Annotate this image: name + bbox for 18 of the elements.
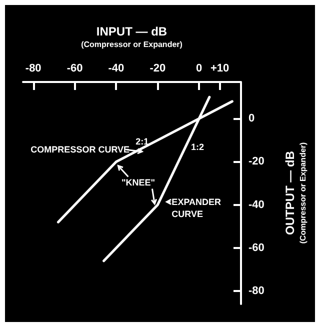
x-tick-label: -60 bbox=[66, 62, 83, 74]
x-tick-label: 0 bbox=[196, 62, 202, 74]
y-tick-label: -20 bbox=[248, 156, 264, 168]
x-tick-label: -20 bbox=[150, 62, 166, 74]
y-tick-label: -80 bbox=[248, 285, 264, 298]
annotation: 2:1 bbox=[136, 136, 149, 146]
y-axis-title: OUTPUT — dB (Compressor or Expander) bbox=[283, 142, 308, 244]
x-tick-label: -80 bbox=[25, 62, 42, 74]
annotation: COMPRESSOR CURVE bbox=[30, 144, 130, 155]
x-tick-label: -40 bbox=[108, 62, 124, 74]
annotation: EXPANDER CURVE bbox=[172, 196, 222, 219]
x-axis-title: INPUT — dB (Compressor or Expander) bbox=[81, 24, 183, 49]
y-tick-label: -40 bbox=[248, 198, 264, 211]
y-tick-label: -60 bbox=[248, 242, 264, 254]
annotation: 1:2 bbox=[191, 142, 204, 152]
y-tick-label: 0 bbox=[248, 112, 255, 125]
x-tick-label: +10 bbox=[210, 62, 230, 74]
annotation: "KNEE" bbox=[121, 178, 155, 188]
